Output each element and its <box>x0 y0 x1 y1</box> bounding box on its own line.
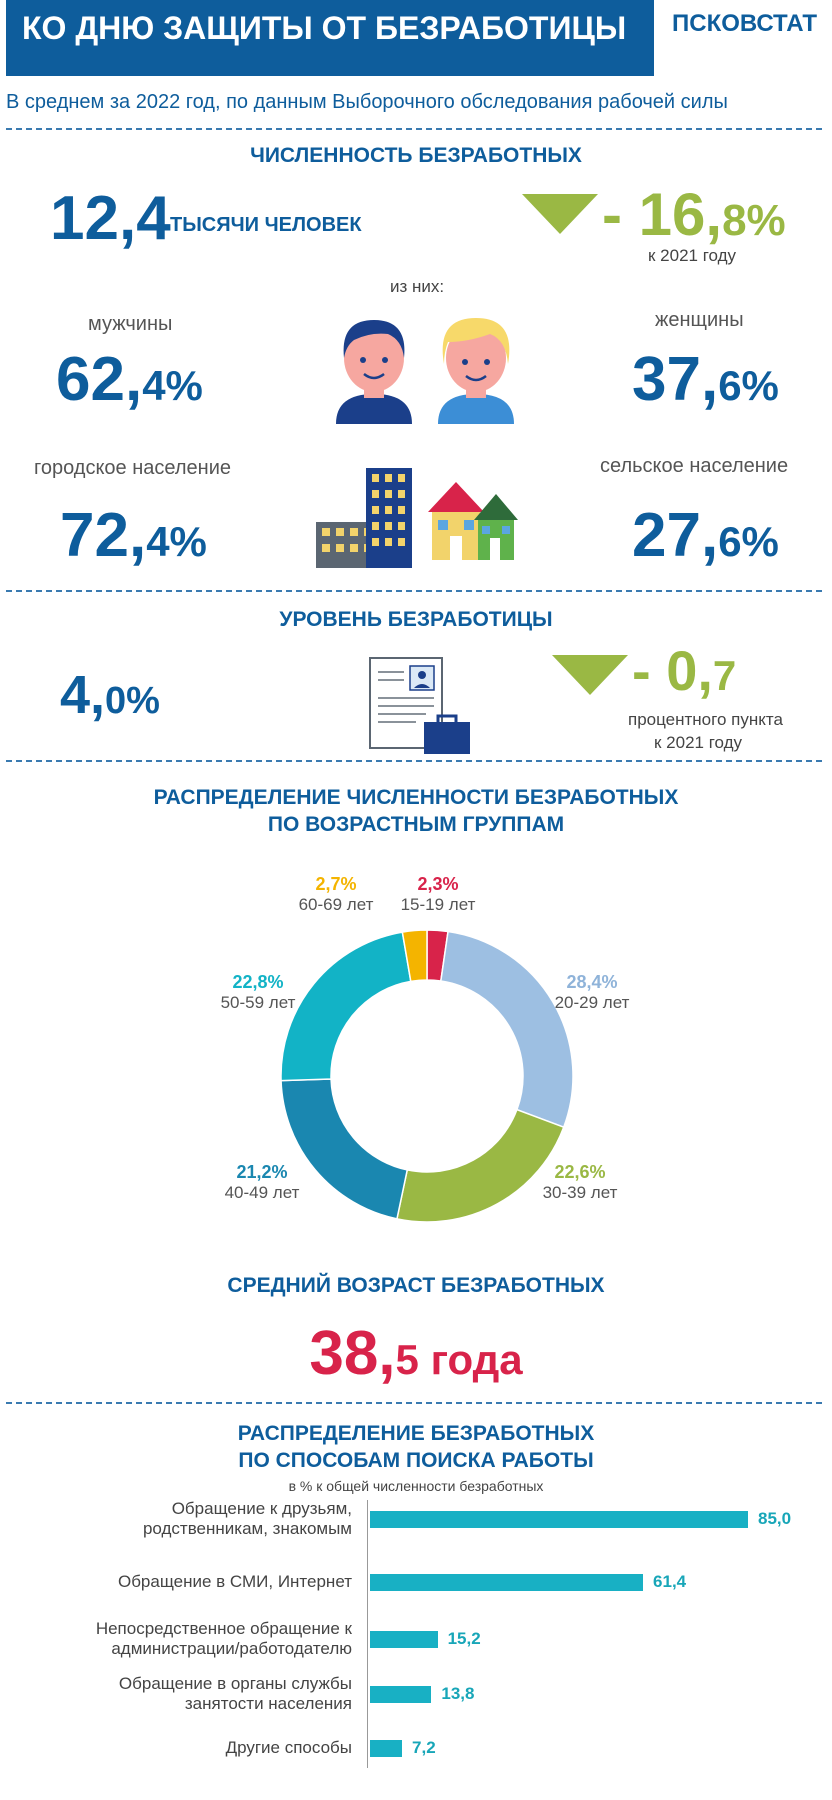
decrease-arrow-icon <box>522 194 598 234</box>
bar-axis <box>367 1500 368 1768</box>
donut-value-label: 28,4% <box>566 972 618 992</box>
of-them-label: из них: <box>390 277 445 296</box>
donut-value-label: 22,8% <box>232 972 284 992</box>
decrease-arrow-icon <box>552 655 628 695</box>
donut-value-label: 2,7% <box>315 874 357 894</box>
section-title-methods: РАСПРЕДЕЛЕНИЕ БЕЗРАБОТНЫХ ПО СПОСОБАМ ПОИ… <box>237 1422 595 1472</box>
unemployed-change-note: к 2021 году <box>648 246 737 265</box>
bar-category-label: Обращение к друзьям, родственникам, знако… <box>142 1499 352 1538</box>
section-title-unemployed: ЧИСЛЕННОСТЬ БЕЗРАБОТНЫХ <box>250 144 582 167</box>
bar-value-label: 85,0 <box>758 1509 792 1528</box>
donut-category-label: 30-39 лет <box>542 1183 618 1202</box>
section-title-rate: УРОВЕНЬ БЕЗРАБОТИЦЫ <box>279 608 553 631</box>
donut-segment-label: 22,8% 50-59 лет <box>208 972 308 1013</box>
men-share: 62,4% <box>56 345 203 414</box>
bar <box>370 1740 403 1757</box>
bar <box>370 1631 438 1648</box>
brand-name: ПСКОВСТАТ <box>672 10 817 37</box>
donut-segment <box>401 929 428 983</box>
donut-segment-label: 2,7% 60-69 лет <box>286 874 386 915</box>
rural-label: сельское население <box>600 455 789 477</box>
rate-change: - 0,7 <box>632 639 737 702</box>
man-woman-icon <box>336 318 514 424</box>
unemployment-rate: 4,0% <box>60 665 160 725</box>
donut-segment-label: 22,6% 30-39 лет <box>530 1162 630 1203</box>
women-share: 37,6% <box>632 345 779 414</box>
city-houses-icon <box>316 468 518 568</box>
rate-change-note: процентного пункта <box>628 710 783 729</box>
resume-briefcase-icon <box>369 657 470 754</box>
divider <box>6 1402 822 1404</box>
bar <box>370 1574 644 1591</box>
unemployed-unit: ТЫСЯЧИ ЧЕЛОВЕК <box>170 214 362 236</box>
donut-category-label: 40-49 лет <box>224 1183 300 1202</box>
donut-segment-label: 28,4% 20-29 лет <box>542 972 642 1013</box>
bar-category-label: Непосредственное обращение к администраци… <box>95 1619 352 1658</box>
bar-value-label: 61,4 <box>653 1572 687 1591</box>
men-label: мужчины <box>88 313 173 335</box>
average-age-value: 38,5 года <box>309 1319 523 1388</box>
donut-category-label: 50-59 лет <box>220 993 296 1012</box>
bar <box>370 1686 432 1703</box>
unemployed-change: - 16,8% <box>602 181 786 248</box>
donut-value-label: 22,6% <box>554 1162 606 1182</box>
page-title: КО ДНЮ ЗАЩИТЫ ОТ БЕЗРАБОТИЦЫ <box>22 10 627 46</box>
donut-segment-label: 2,3% 15-19 лет <box>388 874 488 915</box>
bar-value-label: 15,2 <box>447 1629 481 1648</box>
bar-category-label: Обращение в органы службы занятости насел… <box>118 1674 352 1713</box>
bar <box>370 1511 748 1528</box>
women-label: женщины <box>655 309 744 331</box>
methods-subtitle: в % к общей численности безработных <box>288 1478 544 1494</box>
bar-value-label: 13,8 <box>441 1684 475 1703</box>
urban-label: городское население <box>34 457 231 479</box>
bar-category-label: Другие способы <box>225 1738 352 1757</box>
man-icon <box>336 320 412 424</box>
unemployed-count: 12,4 <box>50 184 171 253</box>
rate-change-note-year: к 2021 году <box>654 733 743 752</box>
donut-segment <box>439 930 574 1129</box>
header-bar <box>6 0 654 76</box>
divider <box>6 590 822 592</box>
divider <box>6 760 822 762</box>
rural-share: 27,6% <box>632 501 779 570</box>
section-title-avg-age: СРЕДНИЙ ВОЗРАСТ БЕЗРАБОТНЫХ <box>227 1274 605 1297</box>
donut-value-label: 2,3% <box>417 874 459 894</box>
donut-category-label: 15-19 лет <box>400 895 476 914</box>
donut-segment-label: 21,2% 40-49 лет <box>212 1162 312 1203</box>
divider <box>6 128 822 130</box>
donut-category-label: 20-29 лет <box>554 993 630 1012</box>
page-subtitle: В среднем за 2022 год, по данным Выбороч… <box>6 91 728 113</box>
bar-category-label: Обращение в СМИ, Интернет <box>117 1572 352 1591</box>
donut-value-label: 21,2% <box>236 1162 288 1182</box>
donut-category-label: 60-69 лет <box>298 895 374 914</box>
age-donut-chart <box>280 929 574 1223</box>
section-title-age: РАСПРЕДЕЛЕНИЕ ЧИСЛЕННОСТИ БЕЗРАБОТНЫХ ПО … <box>153 786 679 836</box>
woman-icon <box>438 318 514 424</box>
urban-share: 72,4% <box>60 501 207 570</box>
bar-value-label: 7,2 <box>412 1738 436 1757</box>
